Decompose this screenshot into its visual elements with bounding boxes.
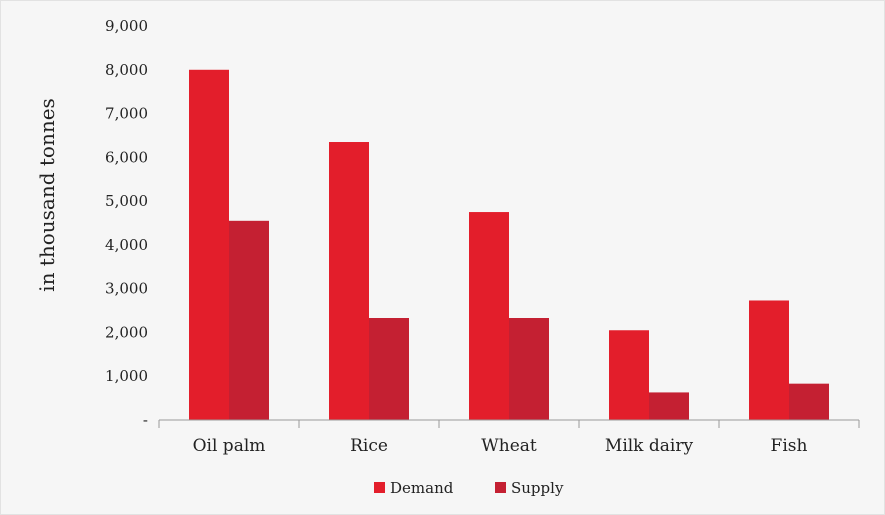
bar-demand-oil-palm	[189, 69, 229, 421]
x-axis: Oil palm Rice Wheat Milk dairy Fish	[158, 419, 860, 456]
bar-demand-fish	[749, 300, 789, 420]
y-tick-label: 6,000	[105, 148, 148, 166]
y-tick-label: 9,000	[105, 17, 148, 35]
bar-demand-rice	[329, 142, 369, 420]
legend-label-supply: Supply	[511, 479, 564, 497]
x-category-label: Wheat	[481, 436, 537, 456]
legend-swatch-supply	[495, 482, 506, 493]
y-axis-ticks: - 1,000 2,000 3,000 4,000 5,000 6,000 7,000 8,00…	[105, 17, 148, 429]
y-tick-label: 5,000	[105, 192, 148, 210]
y-axis-title: in thousand tonnes	[35, 98, 59, 292]
y-tick-label: 1,000	[105, 367, 148, 385]
y-tick-label: 7,000	[105, 105, 148, 123]
y-tick-label: 3,000	[105, 280, 148, 298]
y-tick-label: -	[143, 411, 148, 429]
bar-supply-rice	[369, 317, 409, 420]
legend: Demand Supply	[374, 479, 564, 497]
legend-swatch-demand	[374, 482, 385, 493]
x-category-label: Milk dairy	[605, 436, 694, 456]
bar-demand-wheat	[469, 212, 509, 420]
y-tick-label: 8,000	[105, 61, 148, 79]
y-tick-label: 2,000	[105, 323, 148, 341]
bar-supply-fish	[789, 383, 829, 420]
bar-supply-wheat	[509, 317, 549, 420]
x-category-label: Rice	[350, 436, 388, 456]
x-category-label: Fish	[771, 436, 808, 456]
legend-label-demand: Demand	[390, 479, 454, 497]
x-category-label: Oil palm	[193, 436, 266, 456]
bar-supply-oil-palm	[229, 220, 269, 420]
bar-supply-milk-dairy	[649, 392, 689, 420]
y-tick-label: 4,000	[105, 236, 148, 254]
bars	[189, 69, 829, 421]
y-axis-title-group: in thousand tonnes	[35, 98, 59, 292]
bar-demand-milk-dairy	[609, 330, 649, 420]
